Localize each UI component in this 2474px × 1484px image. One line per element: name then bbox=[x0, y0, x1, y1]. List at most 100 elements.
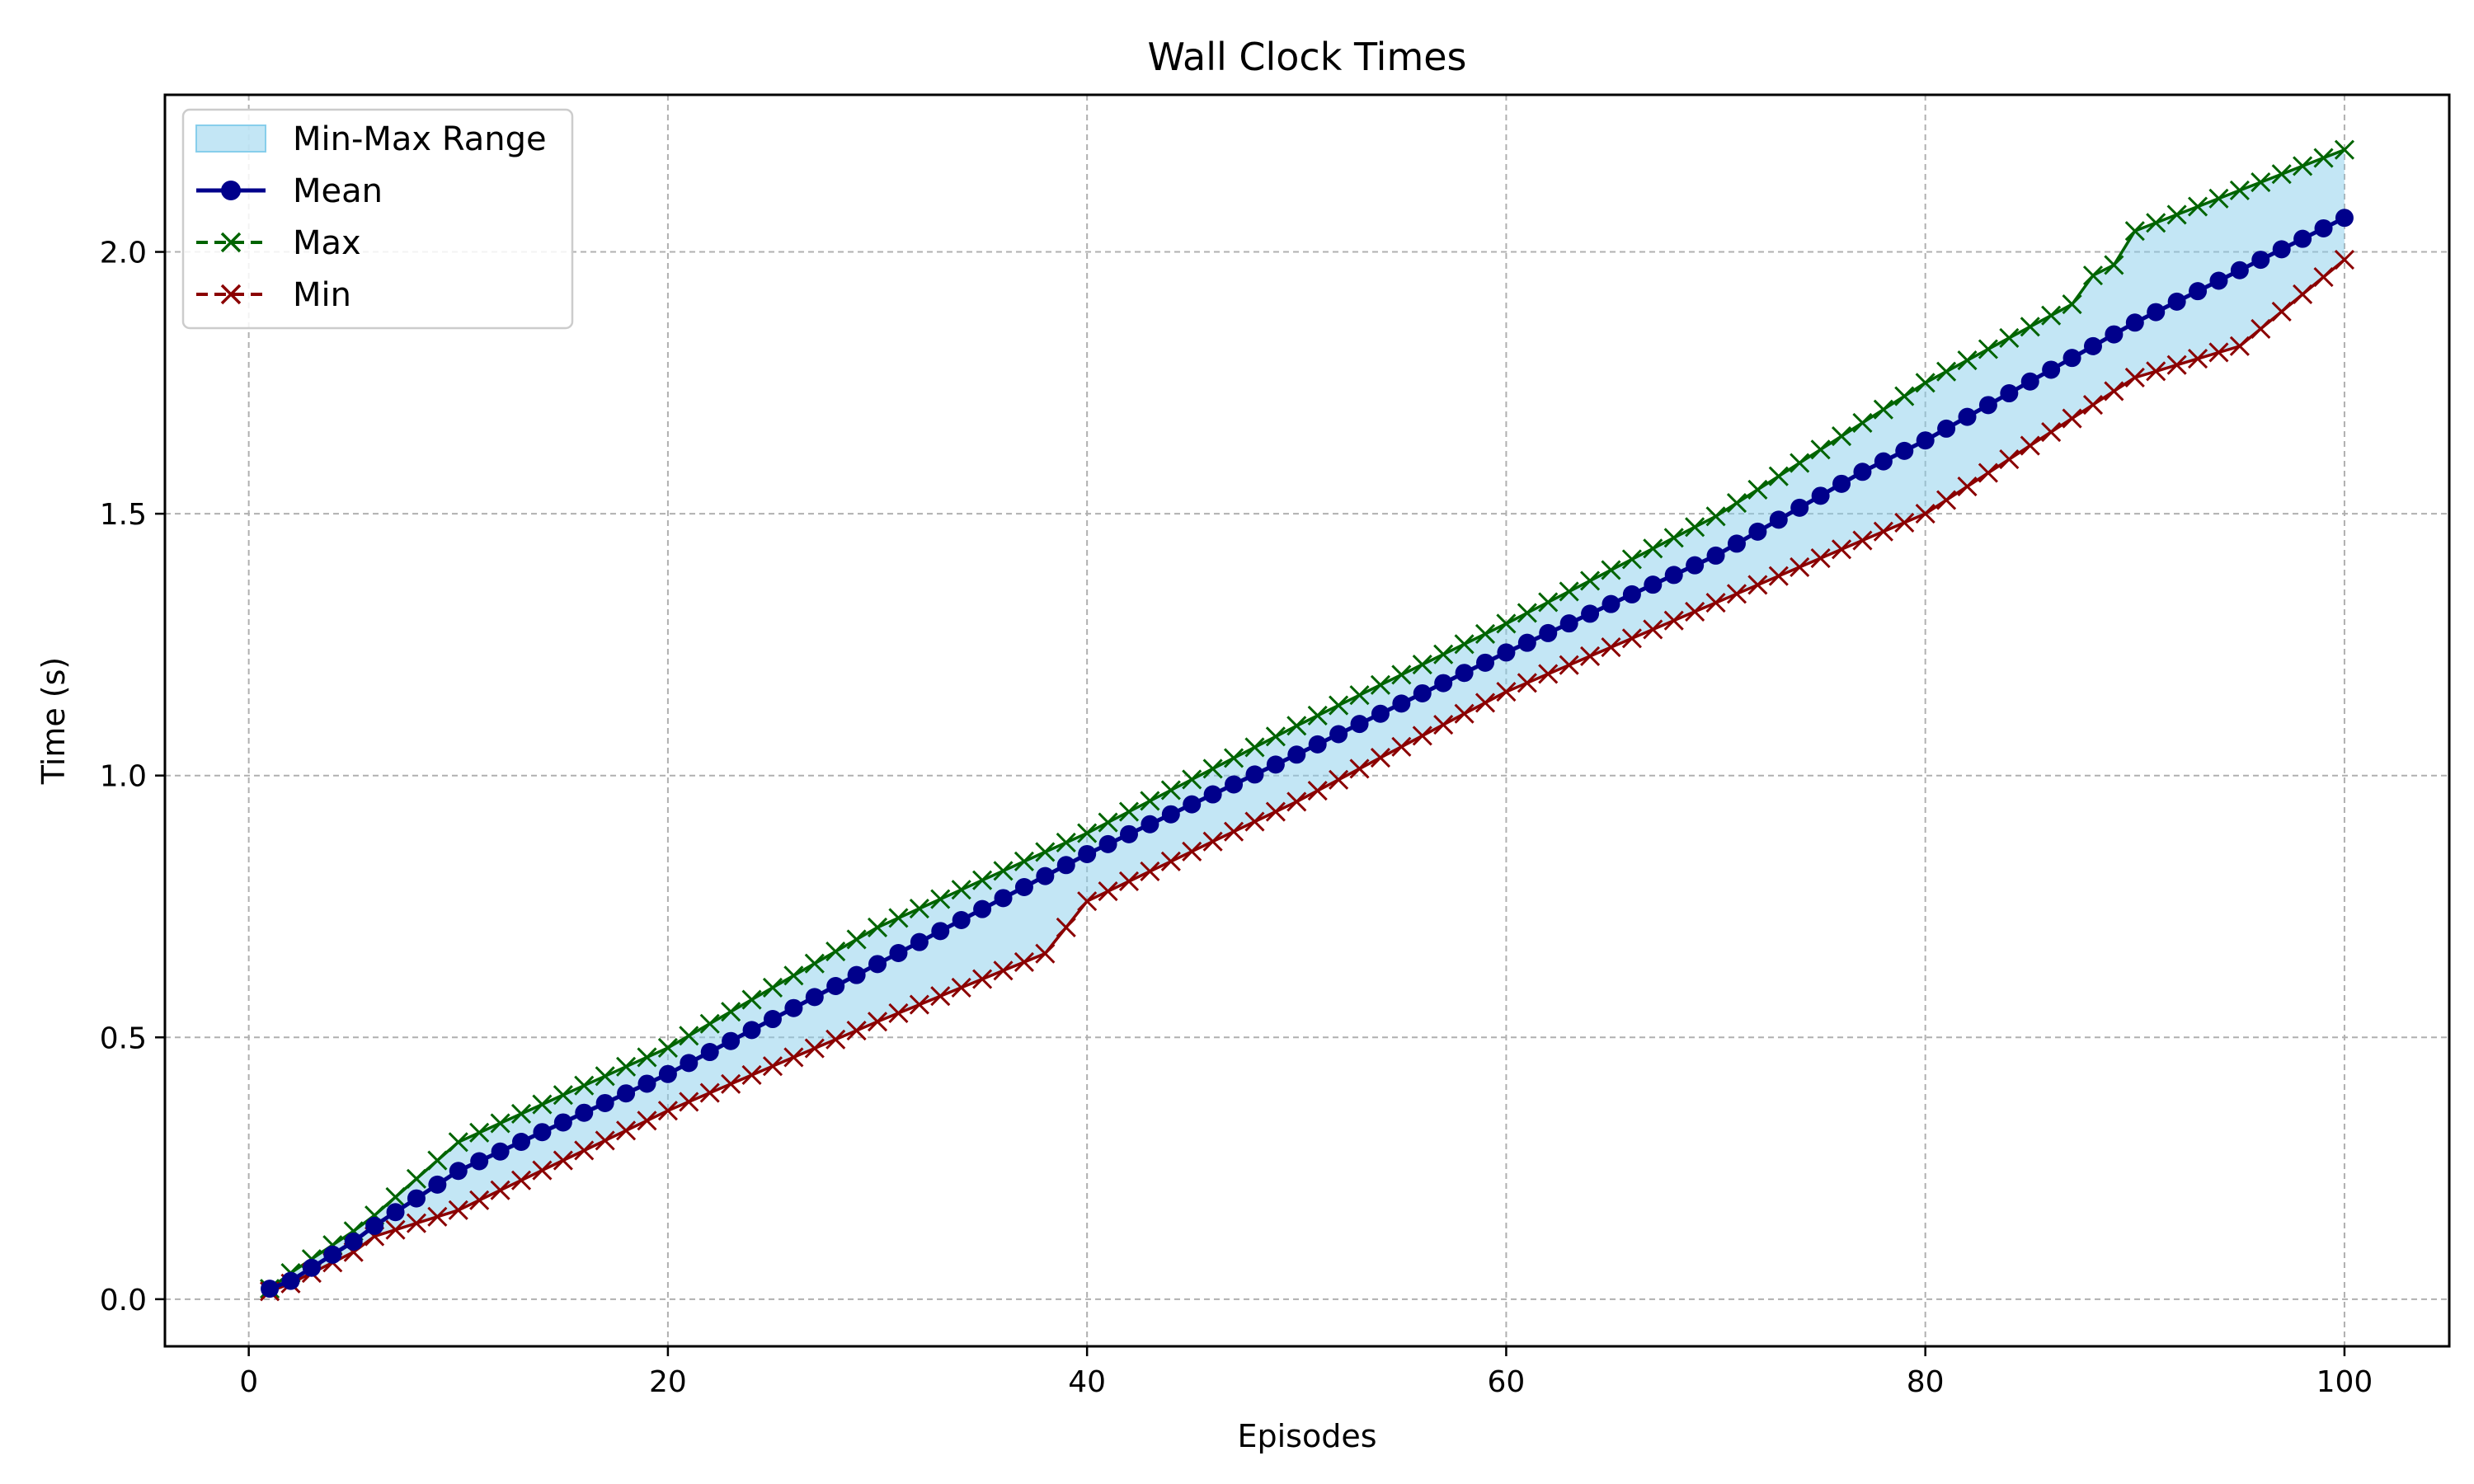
series-mean-point bbox=[261, 1280, 280, 1298]
series-mean-point bbox=[1161, 805, 1180, 824]
series-mean-point bbox=[1517, 633, 1536, 652]
series-mean-point bbox=[2251, 251, 2270, 270]
series-mean-point bbox=[931, 922, 950, 941]
series-mean-point bbox=[1706, 546, 1725, 565]
series-mean-point bbox=[826, 977, 845, 996]
series-min-point bbox=[888, 1003, 909, 1023]
series-max-point bbox=[2041, 305, 2062, 326]
series-min-point bbox=[2041, 421, 2062, 443]
series-min-point bbox=[930, 986, 951, 1007]
series-min-point bbox=[448, 1200, 468, 1220]
series-max-point bbox=[1957, 350, 1978, 371]
series-mean-point bbox=[1602, 594, 1620, 613]
series-max-point bbox=[2146, 213, 2166, 233]
series-max-point bbox=[972, 870, 993, 890]
series-mean-point bbox=[1559, 614, 1578, 633]
series-min-point bbox=[1643, 619, 1663, 640]
series-min-point bbox=[2271, 301, 2292, 322]
series-min-point bbox=[532, 1160, 553, 1181]
series-min-point bbox=[1391, 736, 1412, 757]
series-max-point bbox=[909, 898, 929, 919]
series-min-point bbox=[804, 1038, 825, 1059]
series-max bbox=[260, 139, 2355, 1299]
series-max-point bbox=[616, 1056, 637, 1077]
series-min-point bbox=[1663, 610, 1684, 631]
series-mean-point bbox=[2314, 218, 2333, 237]
series-max-point bbox=[2271, 164, 2292, 185]
series-mean-point bbox=[491, 1142, 510, 1161]
series-mean-point bbox=[1308, 735, 1327, 754]
series-min-point bbox=[2166, 355, 2187, 375]
series-mean-point bbox=[805, 988, 824, 1007]
series-mean-point bbox=[2062, 349, 2081, 368]
series-max-point bbox=[595, 1066, 615, 1087]
series-max-point bbox=[783, 965, 804, 986]
series-max-point bbox=[1810, 439, 1831, 460]
series-mean-line bbox=[269, 216, 2346, 1291]
series-mean-point bbox=[344, 1232, 363, 1251]
series-mean-point bbox=[617, 1084, 636, 1103]
legend-swatch-marker bbox=[220, 232, 242, 253]
series-min-point bbox=[427, 1206, 448, 1227]
series-max-point bbox=[1685, 517, 1705, 538]
series-max-point bbox=[1936, 361, 1957, 382]
series-min-point bbox=[385, 1219, 406, 1240]
chart-title: Wall Clock Times bbox=[1147, 35, 1466, 79]
legend-box bbox=[181, 108, 574, 330]
series-max-line bbox=[269, 148, 2345, 1290]
series-min-point bbox=[1601, 637, 1621, 658]
series-min-point bbox=[1202, 831, 1223, 852]
series-min-point bbox=[1098, 881, 1118, 902]
series-mean-point bbox=[2189, 282, 2208, 301]
series-max-point bbox=[1433, 644, 1454, 665]
series-mean-point bbox=[2230, 261, 2249, 279]
series-min-point bbox=[1705, 593, 1726, 613]
series-mean-point bbox=[407, 1189, 426, 1208]
series-min-point bbox=[699, 1082, 720, 1103]
series-min-point bbox=[1852, 530, 1873, 551]
series-mean-point bbox=[637, 1074, 656, 1093]
series-mean-point bbox=[1119, 824, 1138, 843]
series-max-point bbox=[1873, 399, 1893, 420]
series-mean-point bbox=[763, 1010, 782, 1029]
series-max-point bbox=[1391, 665, 1412, 685]
series-min-point bbox=[783, 1047, 804, 1068]
series-mean-point bbox=[533, 1123, 552, 1142]
series-min-point bbox=[1810, 548, 1831, 569]
series-mean-point bbox=[1098, 834, 1117, 853]
series-max-point bbox=[532, 1094, 553, 1115]
series-mean-point bbox=[658, 1064, 677, 1083]
series-mean-point bbox=[365, 1216, 384, 1235]
series-max-point bbox=[469, 1122, 490, 1143]
series-mean-point bbox=[1895, 441, 1914, 460]
series-max-point bbox=[2293, 156, 2313, 176]
series-max-point bbox=[1894, 386, 1915, 406]
series-mean-point bbox=[1581, 604, 1600, 623]
legend-label: Max bbox=[293, 224, 361, 262]
legend-label: Min-Max Range bbox=[293, 120, 547, 158]
series-min-point bbox=[2146, 361, 2166, 382]
grid bbox=[165, 95, 2449, 1346]
legend-entry-min: Min bbox=[196, 276, 351, 314]
series-mean-point bbox=[1350, 715, 1369, 734]
series-max-point bbox=[1831, 426, 1852, 447]
series-mean-point bbox=[449, 1162, 468, 1181]
series-min-point bbox=[1496, 682, 1517, 702]
series-min-point bbox=[1140, 861, 1160, 881]
series-mean-point bbox=[1978, 396, 1997, 415]
series-mean bbox=[261, 209, 2354, 1298]
series-min-point bbox=[2082, 394, 2104, 416]
series-max-point bbox=[867, 917, 888, 937]
series-min-point bbox=[1223, 821, 1244, 842]
legend-swatch-band bbox=[195, 124, 266, 153]
series-min-point bbox=[1936, 490, 1957, 510]
ticks: 0 20 40 60 80 100 0.0 0.5 1.0 1.5 2.0 bbox=[100, 237, 2373, 1399]
series-min-point bbox=[2208, 342, 2229, 363]
series-min-point bbox=[1286, 791, 1307, 812]
series-max-point bbox=[490, 1113, 510, 1134]
series-max-point bbox=[1370, 674, 1391, 695]
series-mean-point bbox=[575, 1103, 594, 1122]
series-max-point bbox=[1747, 479, 1768, 500]
series-max-point bbox=[1244, 737, 1265, 758]
series-max-point bbox=[951, 880, 971, 900]
